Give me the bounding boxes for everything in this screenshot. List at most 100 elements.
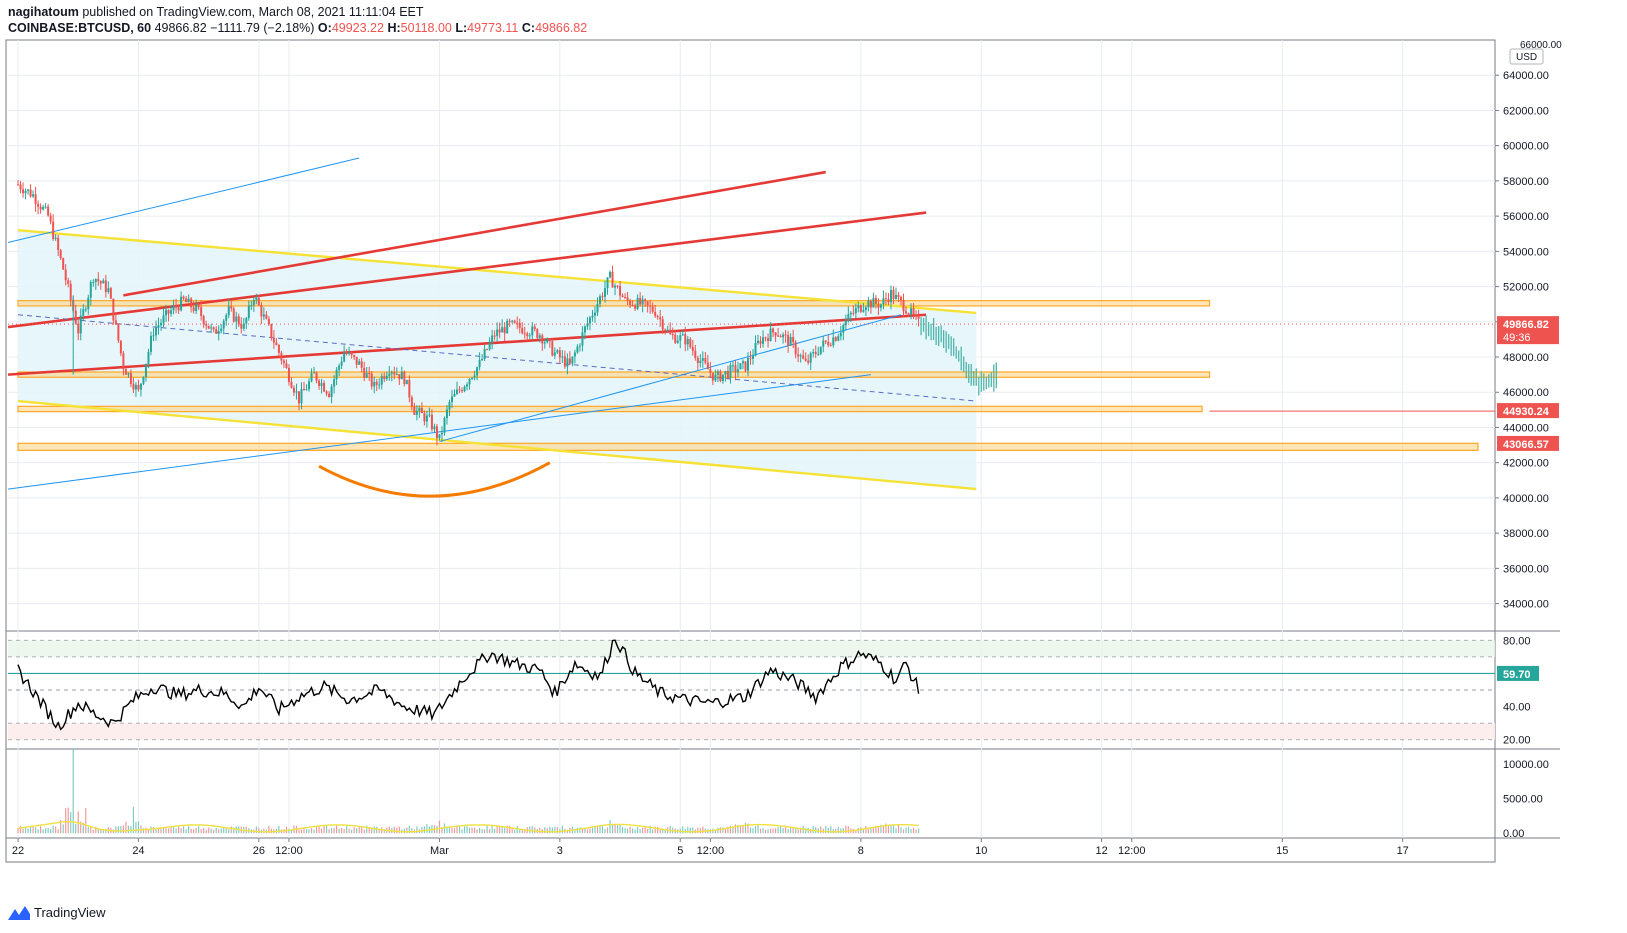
- tradingview-brand[interactable]: TradingView: [8, 905, 106, 920]
- candle-body: [679, 335, 682, 341]
- publisher-user[interactable]: nagihatoum: [8, 5, 79, 19]
- price-tick-label: 66000.00: [1520, 40, 1562, 51]
- candle-body: [659, 317, 662, 320]
- channel-mid-line: [7, 211, 927, 329]
- candle-body: [272, 337, 275, 343]
- candle-body: [809, 353, 812, 363]
- candle-body: [197, 304, 200, 308]
- channel-lower-line: [7, 313, 927, 376]
- candle-body: [884, 298, 887, 300]
- candle-body: [247, 305, 250, 319]
- candle-body: [784, 334, 787, 336]
- time-tick-label: 8: [858, 845, 864, 857]
- rsi-pane: 20.00 40.00 80.00 59.70: [8, 635, 1539, 747]
- candle-body: [277, 345, 280, 353]
- candle-body: [348, 352, 351, 354]
- price-tick-label: 42000.00: [1503, 458, 1549, 470]
- candle-body: [769, 328, 772, 342]
- candle-body: [132, 383, 135, 390]
- candle-body: [787, 334, 790, 346]
- candle-body: [807, 360, 810, 363]
- candle-body: [302, 389, 305, 391]
- candle-body: [240, 324, 243, 329]
- candle-body: [578, 345, 581, 347]
- candle-body: [626, 297, 629, 301]
- time-tick-label: 17: [1397, 845, 1409, 857]
- candle-body: [767, 338, 770, 342]
- time-tick-label: 12:00: [697, 845, 725, 857]
- candle-body: [22, 189, 25, 194]
- candle-body: [624, 296, 627, 298]
- rsi-tick-label: 80.00: [1503, 635, 1531, 647]
- candle-body: [694, 350, 697, 358]
- candle-body: [541, 335, 544, 344]
- price-tick-label: 56000.00: [1503, 211, 1549, 223]
- tradingview-logo-icon: [8, 905, 30, 920]
- price-tick-label: 54000.00: [1503, 246, 1549, 258]
- candle-body: [92, 282, 95, 284]
- candle-body: [611, 271, 614, 288]
- candle-body: [418, 407, 421, 411]
- candle-body: [714, 374, 717, 381]
- candle-body: [27, 189, 30, 191]
- candle-body: [563, 356, 566, 367]
- candle-body: [842, 325, 845, 333]
- candle-body: [481, 359, 484, 361]
- candle-body: [84, 309, 87, 311]
- candle-body: [736, 369, 739, 373]
- candle-body: [210, 327, 213, 329]
- candle-body: [232, 308, 235, 322]
- candle-body: [746, 358, 749, 371]
- candle-body: [749, 358, 752, 360]
- candle-body: [358, 361, 361, 365]
- candlesticks: [17, 179, 920, 446]
- candle-body: [328, 393, 331, 398]
- candle-body: [857, 305, 860, 309]
- candle-body: [887, 299, 890, 303]
- candle-body: [473, 375, 476, 378]
- candle-body: [882, 298, 885, 305]
- candle-body: [117, 323, 120, 341]
- low-value: 49773.11: [467, 21, 519, 35]
- candle-body: [170, 310, 173, 314]
- candle-body: [839, 332, 842, 337]
- candle-body: [142, 376, 145, 384]
- candle-body: [383, 376, 386, 380]
- candle-body: [440, 432, 443, 435]
- candle-body: [581, 332, 584, 346]
- projection-bars: [920, 315, 997, 396]
- price-tick-label: 52000.00: [1503, 282, 1549, 294]
- candle-body: [220, 328, 223, 332]
- candle-body: [109, 288, 112, 299]
- candle-body: [461, 390, 464, 392]
- candle-body: [566, 358, 569, 367]
- candle-body: [508, 320, 511, 322]
- candle-body: [591, 315, 594, 318]
- candle-body: [217, 331, 220, 334]
- candle-body: [57, 237, 60, 251]
- candle-body: [413, 406, 416, 415]
- time-tick-label: 12:00: [1118, 845, 1146, 857]
- candle-body: [872, 297, 875, 308]
- candle-body: [568, 358, 571, 364]
- candle-body: [488, 342, 491, 350]
- candle-body: [518, 322, 521, 329]
- candle-body: [52, 221, 55, 239]
- candle-body: [639, 297, 642, 305]
- candle-body: [370, 373, 373, 387]
- candle-body: [410, 397, 413, 407]
- candle-body: [917, 315, 920, 319]
- candle-body: [832, 337, 835, 346]
- high-label: H:: [387, 21, 401, 35]
- candle-body: [804, 358, 807, 361]
- candle-body: [182, 296, 185, 299]
- symbol-name[interactable]: COINBASE:BTCUSD, 60: [8, 21, 152, 35]
- candle-body: [900, 296, 903, 300]
- candle-body: [576, 346, 579, 353]
- candle-body: [799, 355, 802, 357]
- candle-body: [438, 434, 441, 439]
- candle-body: [734, 365, 737, 373]
- candle-body: [817, 353, 820, 355]
- candle-body: [877, 303, 880, 308]
